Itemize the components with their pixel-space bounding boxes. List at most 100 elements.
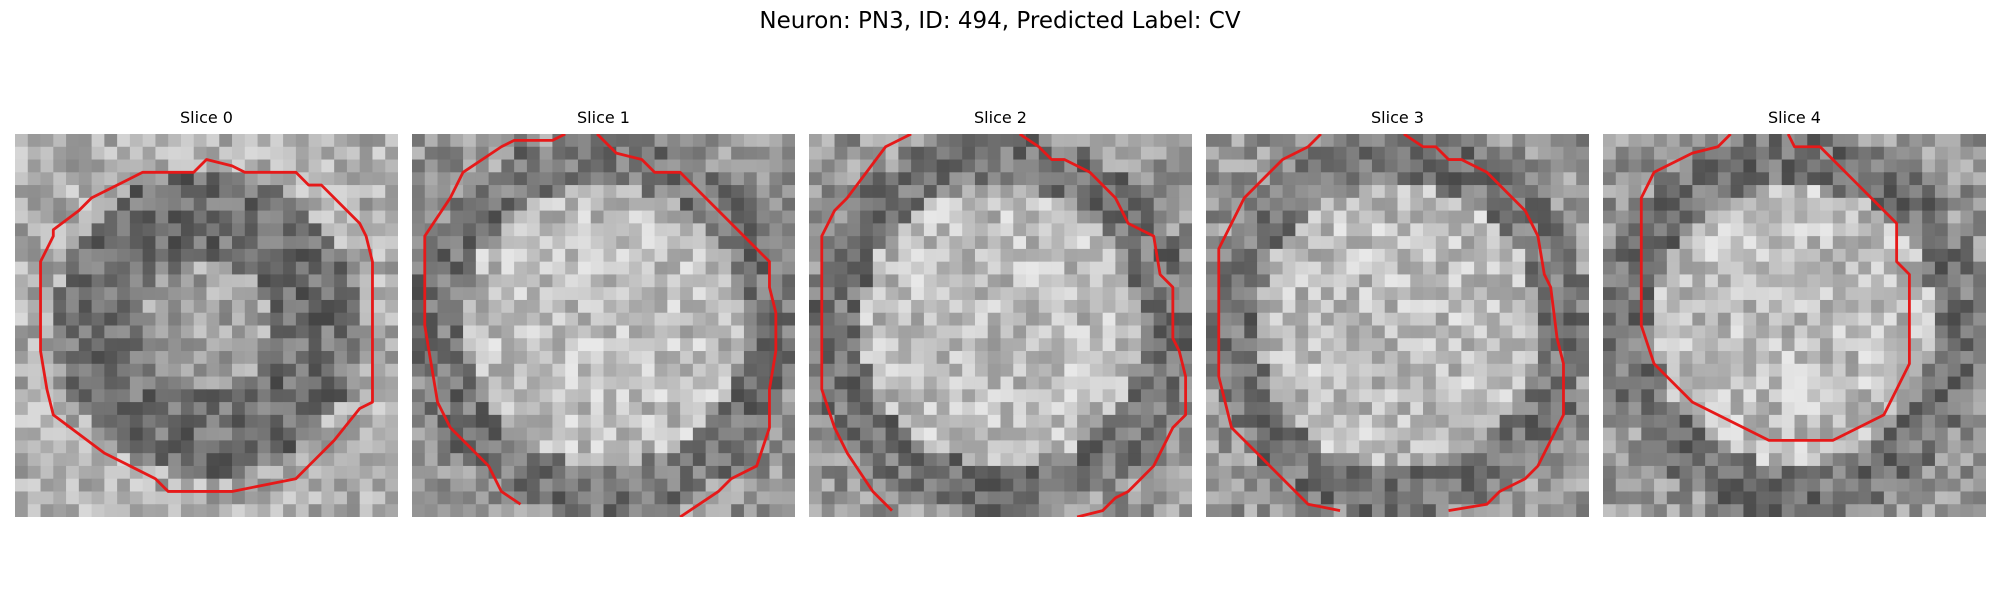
- pixel: [1730, 478, 1744, 492]
- pixel: [898, 210, 912, 224]
- pixel: [424, 427, 439, 441]
- pixel: [577, 299, 592, 314]
- pixel: [756, 414, 770, 429]
- pixel: [488, 402, 502, 416]
- pixel: [437, 248, 451, 263]
- pixel: [1448, 185, 1462, 199]
- pixel: [1077, 440, 1091, 454]
- pixel: [847, 504, 861, 517]
- pixel: [1051, 389, 1065, 403]
- pixel: [1512, 402, 1526, 416]
- pixel: [1026, 491, 1040, 505]
- pixel: [1013, 414, 1027, 429]
- pixel: [1218, 287, 1233, 301]
- pixel: [1179, 453, 1192, 467]
- pixel: [412, 504, 426, 517]
- pixel: [1666, 287, 1681, 301]
- pixel: [475, 351, 490, 365]
- pixel: [78, 351, 93, 365]
- pixel: [1333, 159, 1347, 173]
- pixel: [180, 491, 195, 505]
- pixel: [1794, 146, 1808, 161]
- pixel: [117, 363, 131, 378]
- pixel: [1628, 312, 1642, 327]
- pixel: [809, 389, 823, 403]
- pixel: [1244, 299, 1258, 314]
- pixel: [782, 465, 795, 480]
- pixel: [809, 478, 823, 492]
- pixel: [885, 312, 899, 327]
- pixel: [1499, 427, 1513, 441]
- pixel: [1038, 197, 1053, 212]
- pixel: [1333, 185, 1347, 199]
- pixel: [1858, 248, 1872, 263]
- pixel: [1269, 402, 1284, 416]
- pixel: [1499, 261, 1513, 275]
- pixel: [1397, 465, 1411, 480]
- pixel: [705, 299, 719, 314]
- pixel: [1333, 274, 1347, 288]
- pixel: [463, 185, 477, 199]
- pixel: [295, 338, 310, 352]
- pixel: [821, 440, 836, 454]
- pixel: [1628, 402, 1642, 416]
- pixel: [552, 172, 566, 186]
- pixel: [718, 491, 732, 505]
- pixel: [718, 465, 732, 480]
- pixel: [1244, 478, 1258, 492]
- pixel: [782, 185, 795, 199]
- pixel: [898, 312, 912, 327]
- pixel: [193, 389, 208, 403]
- pixel: [1781, 223, 1796, 237]
- pixel: [1410, 223, 1424, 237]
- pixel: [1717, 491, 1732, 505]
- pixel: [962, 172, 976, 186]
- pixel: [270, 312, 284, 327]
- pixel: [847, 134, 861, 148]
- pixel: [1320, 440, 1335, 454]
- pixel: [437, 325, 451, 339]
- pixel: [1845, 210, 1859, 224]
- pixel: [1038, 325, 1053, 339]
- pixel: [552, 287, 566, 301]
- pixel: [1038, 299, 1053, 314]
- pixel: [1026, 274, 1040, 288]
- pixel: [1384, 210, 1399, 224]
- pixel: [1730, 491, 1744, 505]
- pixel: [1295, 338, 1309, 352]
- pixel: [1512, 185, 1526, 199]
- pixel: [1038, 376, 1053, 390]
- pixel: [1308, 223, 1322, 237]
- pixel: [526, 453, 541, 467]
- pixel: [782, 236, 795, 250]
- pixel: [1128, 325, 1142, 339]
- pixel: [1128, 491, 1142, 505]
- pixel: [40, 351, 54, 365]
- pixel: [295, 223, 310, 237]
- pixel: [66, 478, 80, 492]
- pixel: [104, 389, 118, 403]
- pixel: [129, 261, 144, 275]
- pixel: [949, 134, 963, 148]
- pixel: [155, 465, 169, 480]
- pixel: [1359, 351, 1373, 365]
- pixel: [1922, 185, 1936, 199]
- pixel: [680, 465, 694, 480]
- pixel: [1794, 159, 1808, 173]
- pixel: [1295, 185, 1309, 199]
- pixel: [1845, 363, 1859, 378]
- pixel: [321, 134, 335, 148]
- pixel: [974, 197, 989, 212]
- pixel: [1461, 146, 1475, 161]
- pixel: [129, 312, 144, 327]
- pixel: [911, 325, 925, 339]
- pixel: [1947, 453, 1961, 467]
- pixel: [526, 376, 541, 390]
- pixel: [1346, 223, 1360, 237]
- pixel: [1512, 172, 1526, 186]
- pixel: [974, 491, 989, 505]
- pixel: [308, 236, 322, 250]
- pixel: [1896, 312, 1910, 327]
- pixel: [1743, 478, 1757, 492]
- pixel: [91, 312, 105, 327]
